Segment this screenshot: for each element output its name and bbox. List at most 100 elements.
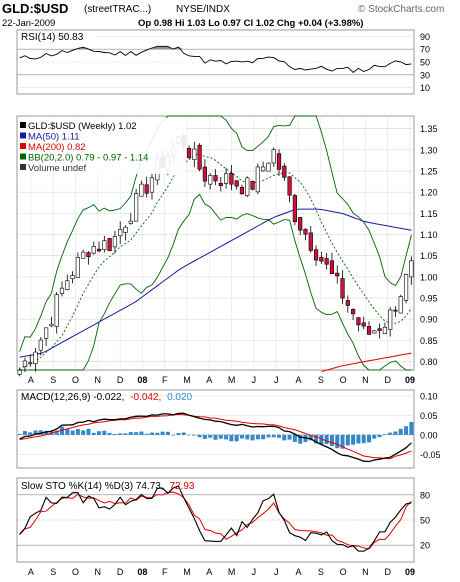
x-axis-label: O	[340, 375, 347, 385]
legend-entry: Volume undef	[28, 163, 86, 174]
price-tick-label: 0.85	[420, 336, 438, 346]
candle-body	[91, 246, 96, 254]
x-axis-label: N	[95, 567, 102, 577]
macd-hist-bar	[372, 434, 377, 439]
candle-body	[197, 145, 202, 170]
macd-label: MACD(12,26,9) -0.022,	[21, 392, 124, 403]
macd-hist-bar	[86, 428, 91, 435]
candle-body	[340, 278, 345, 299]
x-axis-label: A	[296, 567, 302, 577]
macd-hist-bar	[351, 434, 356, 445]
candle-body	[382, 326, 387, 334]
candle-body	[372, 330, 377, 334]
x-axis-label: N	[362, 375, 369, 385]
macd-tick-label: 0.10	[420, 391, 438, 401]
sto-tick-label: 80	[420, 490, 430, 500]
macd-hist-bar	[292, 434, 297, 442]
macd-hist-bar	[229, 434, 234, 442]
candle-body	[59, 287, 65, 294]
candle-body	[403, 274, 409, 301]
candle-body	[366, 326, 372, 335]
macd-hist-bar	[70, 430, 75, 435]
price-tick-label: 0.95	[420, 294, 438, 304]
bb-mid-line	[19, 153, 412, 371]
macd-hist-bar	[319, 434, 324, 445]
candle-body	[218, 182, 223, 186]
sto-panel: Slow STO %K(14) %D(3) 74.73, 72.93 80 50 2…	[16, 477, 430, 563]
x-axis-label: D	[117, 567, 124, 577]
x-axis-label: 08	[137, 567, 147, 577]
macd-hist-bar	[202, 434, 207, 439]
candle-body	[287, 176, 292, 196]
candle-body	[335, 272, 340, 277]
candle-body	[234, 180, 239, 187]
price-tick-label: 1.05	[420, 251, 438, 261]
candle-body	[239, 186, 245, 195]
x-axis-label: M	[228, 375, 236, 385]
candle-body	[28, 362, 33, 364]
macd-hist-bar	[139, 431, 144, 435]
macd-hist-bar	[144, 433, 149, 435]
price-tick-label: 1.00	[420, 272, 438, 282]
macd-hist-bar	[367, 434, 372, 443]
macd-hist-bar	[282, 434, 287, 441]
x-axis-label: J	[274, 375, 279, 385]
sto-tick-label: 50	[420, 516, 430, 526]
macd-hist-bar	[171, 434, 176, 436]
symbol-title: GLD:$USD	[2, 1, 68, 16]
candle-body	[123, 226, 128, 233]
rsi-tick-label: 70	[420, 45, 430, 55]
macd-hist-bar	[33, 430, 38, 435]
legend-swatch	[20, 132, 26, 139]
sto-d-label: 72.93	[169, 481, 194, 492]
rsi-tick-label: 10	[420, 83, 430, 93]
x-axis-label: 09	[405, 567, 415, 577]
candle-body	[139, 183, 144, 197]
macd-hist-bar	[277, 434, 282, 438]
macd-hist-bar	[393, 431, 398, 435]
macd-hist-bar	[155, 432, 160, 435]
rsi-tick-label: 90	[420, 32, 430, 42]
candle-body	[96, 248, 102, 252]
macd-hist-bar	[28, 432, 33, 435]
macd-panel: MACD(12,26,9) -0.022, -0.042, 0.020 0.10…	[16, 389, 441, 469]
macd-hist-bar	[314, 434, 319, 444]
macd-hist-bar	[97, 431, 102, 435]
candle-body	[112, 236, 118, 248]
candle-body	[261, 166, 266, 172]
candle-body	[44, 327, 49, 339]
rsi-label: RSI(14) 50.83	[21, 32, 84, 43]
candle-body	[255, 166, 260, 193]
candle-body	[134, 193, 139, 222]
rsi-line	[19, 45, 412, 73]
x-axis-label: M	[183, 375, 191, 385]
macd-hist-bar	[361, 434, 366, 444]
price-tick-label: 0.80	[420, 357, 438, 367]
candle-body	[223, 173, 229, 184]
x-axis-label: J	[252, 567, 257, 577]
macd-hist-bar	[44, 430, 49, 435]
macd-hist-bar	[118, 433, 123, 435]
candle-body	[17, 369, 22, 375]
macd-hist-bar	[324, 434, 329, 445]
macd-hist-bar	[123, 433, 128, 435]
price-tick-label: 1.20	[420, 188, 438, 198]
sto-k-line	[19, 485, 412, 552]
bb-lower-line	[19, 193, 412, 371]
candle-body	[271, 149, 276, 164]
x-axis-label: S	[50, 375, 56, 385]
candle-body	[86, 252, 91, 257]
candle-body	[202, 166, 208, 182]
macd-hist-bar	[261, 434, 266, 440]
rsi-panel: RSI(14) 50.83 90 70 50 30 10	[16, 29, 430, 95]
macd-hist-bar	[271, 434, 276, 438]
x-axis-label: N	[362, 567, 369, 577]
candle-body	[313, 249, 319, 261]
candle-body	[329, 260, 335, 275]
legend-entry: MA(50) 1.11	[28, 132, 80, 143]
macd-hist-bar	[245, 434, 250, 440]
macd-hist-bar	[308, 434, 313, 441]
candle-body	[319, 256, 324, 262]
legend-swatch	[20, 164, 26, 170]
candle-body	[393, 309, 398, 312]
